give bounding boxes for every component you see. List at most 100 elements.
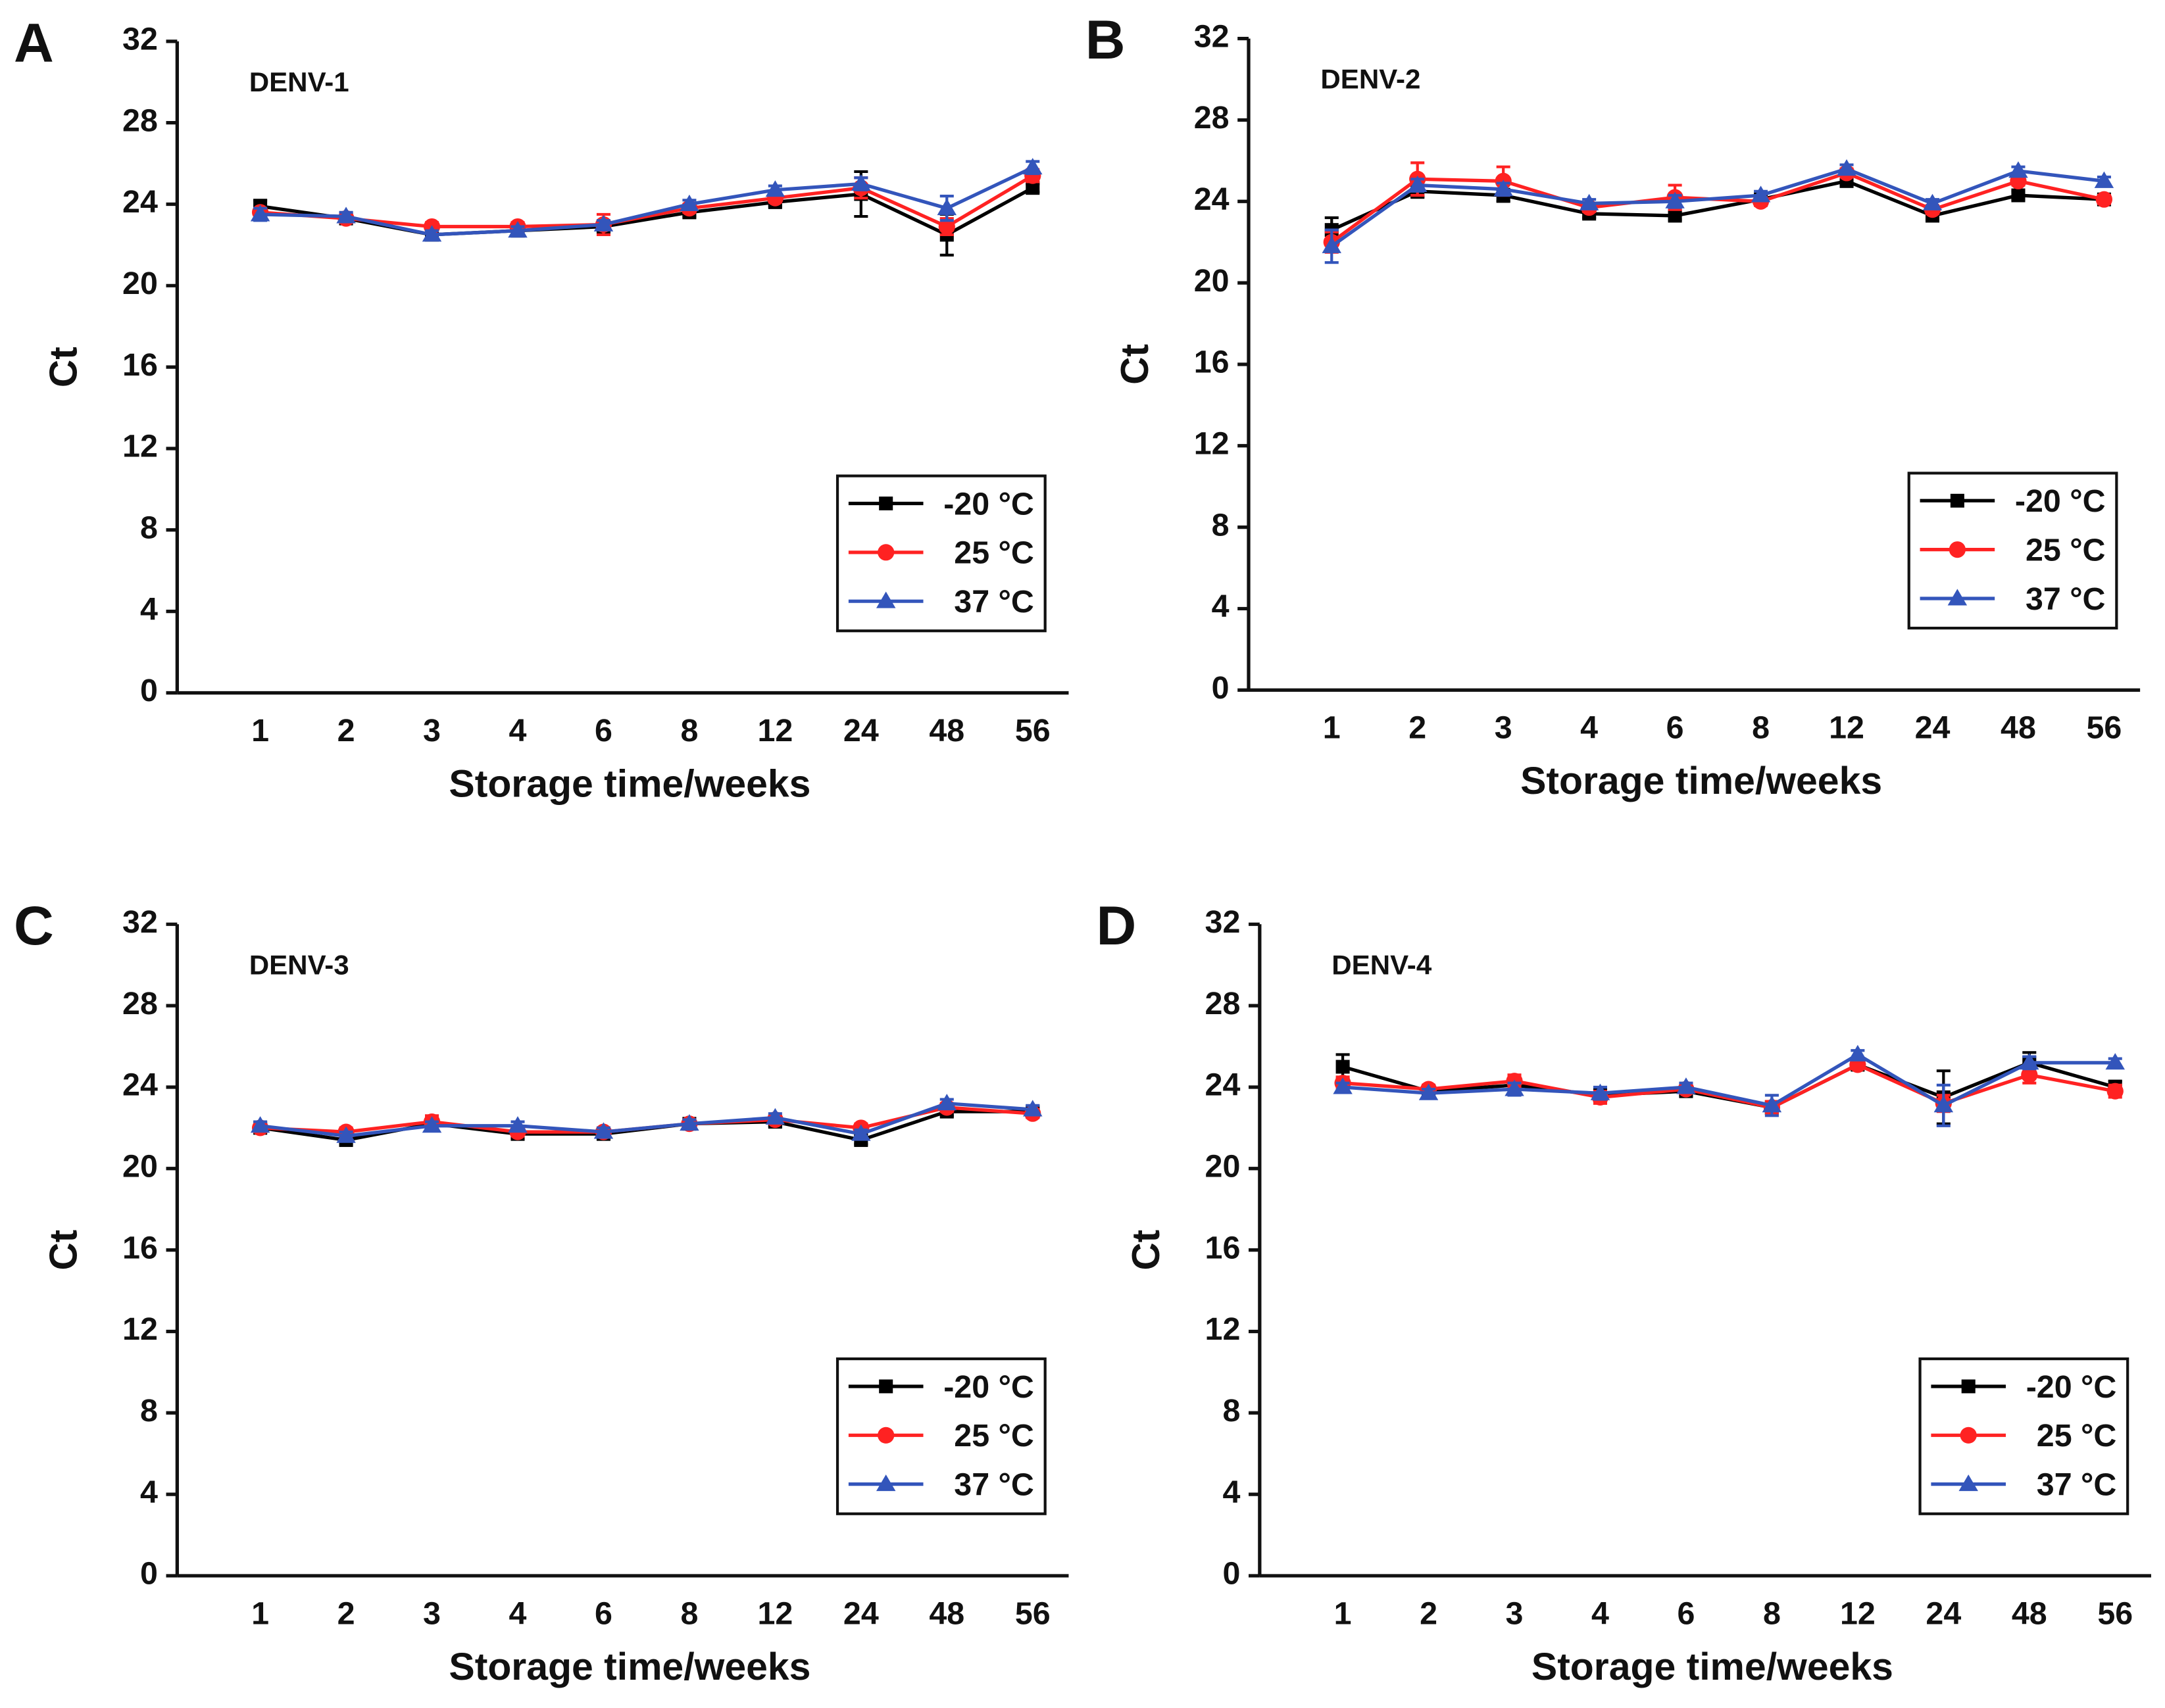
y-axis-label: Ct — [42, 1230, 85, 1271]
marker — [2008, 161, 2028, 178]
marker — [2106, 1083, 2124, 1100]
marker — [422, 225, 442, 242]
x-tick-label: 1 — [251, 1596, 269, 1631]
marker — [1023, 1100, 1043, 1117]
marker — [2095, 191, 2113, 208]
legend-label: 37 °C — [954, 1467, 1034, 1503]
x-tick-label: 4 — [1580, 710, 1598, 746]
marker — [1922, 193, 1943, 210]
marker — [937, 199, 957, 216]
marker — [1505, 1079, 1524, 1096]
x-tick-label: 2 — [337, 1596, 355, 1631]
y-tick-label: 4 — [1222, 1475, 1240, 1510]
marker — [1837, 159, 1856, 176]
legend-label: -20 °C — [943, 1369, 1034, 1405]
y-tick-label: 24 — [1205, 1067, 1241, 1103]
x-tick-label: 8 — [1763, 1596, 1781, 1631]
x-tick-label: 56 — [2097, 1596, 2133, 1631]
y-tick-label: 28 — [122, 103, 158, 138]
x-tick-label: 3 — [1495, 710, 1512, 746]
y-tick-label: 32 — [122, 22, 158, 57]
marker — [851, 174, 871, 191]
legend-label: -20 °C — [2015, 483, 2106, 519]
x-tick-label: 24 — [843, 713, 879, 748]
marker — [1590, 1083, 1610, 1100]
panel-label: B — [1085, 9, 1126, 70]
legend-label: -20 °C — [943, 486, 1034, 522]
y-tick-label: 16 — [122, 1230, 158, 1265]
marker — [1961, 1379, 1976, 1394]
marker — [1947, 589, 1968, 606]
marker — [1949, 541, 1966, 558]
marker — [2020, 1053, 2039, 1070]
y-tick-label: 4 — [140, 1475, 158, 1510]
marker — [765, 1108, 785, 1125]
panel-label: D — [1097, 894, 1137, 956]
x-tick-label: 48 — [2012, 1596, 2047, 1631]
y-tick-label: 16 — [1194, 345, 1230, 380]
marker — [1676, 1077, 1696, 1094]
x-tick-label: 6 — [1666, 710, 1684, 746]
marker — [851, 1124, 871, 1141]
y-tick-label: 32 — [1205, 904, 1241, 940]
x-tick-label: 4 — [509, 1596, 527, 1631]
x-tick-label: 2 — [1420, 1596, 1437, 1631]
y-tick-label: 0 — [1212, 670, 1230, 706]
marker — [1579, 193, 1599, 210]
y-tick-label: 4 — [140, 591, 158, 627]
y-tick-label: 24 — [122, 1067, 158, 1103]
y-tick-label: 28 — [1194, 100, 1230, 135]
series-line — [1331, 179, 2104, 232]
x-tick-label: 6 — [595, 1596, 612, 1631]
x-tick-label: 48 — [929, 1596, 964, 1631]
panel-label: C — [14, 894, 54, 956]
x-tick-label: 56 — [1015, 1596, 1051, 1631]
marker — [1322, 236, 1341, 253]
x-tick-label: 6 — [595, 713, 612, 748]
marker — [1960, 1427, 1977, 1444]
marker — [1333, 1077, 1353, 1094]
panel-label: A — [14, 12, 54, 74]
marker — [2105, 1053, 2125, 1070]
y-tick-label: 24 — [122, 184, 158, 220]
x-tick-label: 6 — [1677, 1596, 1695, 1631]
x-tick-label: 3 — [423, 1596, 441, 1631]
y-axis-label: Ct — [1125, 1230, 1168, 1271]
marker — [879, 1379, 893, 1394]
y-tick-label: 20 — [1205, 1149, 1241, 1184]
marker — [1950, 493, 1964, 508]
y-axis-label: Ct — [1114, 344, 1157, 385]
x-tick-label: 8 — [680, 713, 698, 748]
marker — [1668, 208, 1682, 223]
x-tick-label: 24 — [843, 1596, 879, 1631]
y-tick-label: 0 — [140, 1556, 158, 1592]
marker — [1665, 191, 1685, 208]
marker — [2021, 1066, 2038, 1083]
marker — [1418, 1083, 1439, 1100]
marker — [1493, 180, 1513, 197]
marker — [593, 214, 614, 232]
marker — [1407, 175, 1428, 193]
marker — [1762, 1096, 1782, 1113]
x-tick-label: 1 — [1334, 1596, 1352, 1631]
x-tick-label: 12 — [757, 1596, 793, 1631]
marker — [1026, 181, 1040, 195]
y-tick-label: 12 — [122, 429, 158, 464]
marker — [878, 544, 895, 561]
chart-title: DENV-3 — [249, 949, 349, 980]
x-tick-label: 48 — [929, 713, 964, 748]
y-tick-label: 28 — [1205, 986, 1241, 1021]
marker — [250, 1116, 270, 1133]
series-line — [260, 166, 1033, 237]
y-tick-label: 8 — [1212, 507, 1230, 543]
y-tick-label: 12 — [1205, 1311, 1241, 1347]
marker — [593, 1122, 614, 1139]
x-tick-label: 56 — [1015, 713, 1051, 748]
y-tick-label: 8 — [1222, 1393, 1240, 1428]
y-tick-label: 32 — [122, 904, 158, 940]
y-tick-label: 12 — [122, 1311, 158, 1347]
marker — [508, 1116, 528, 1133]
legend-label: -20 °C — [2026, 1369, 2117, 1405]
chart-title: DENV-1 — [249, 66, 349, 97]
